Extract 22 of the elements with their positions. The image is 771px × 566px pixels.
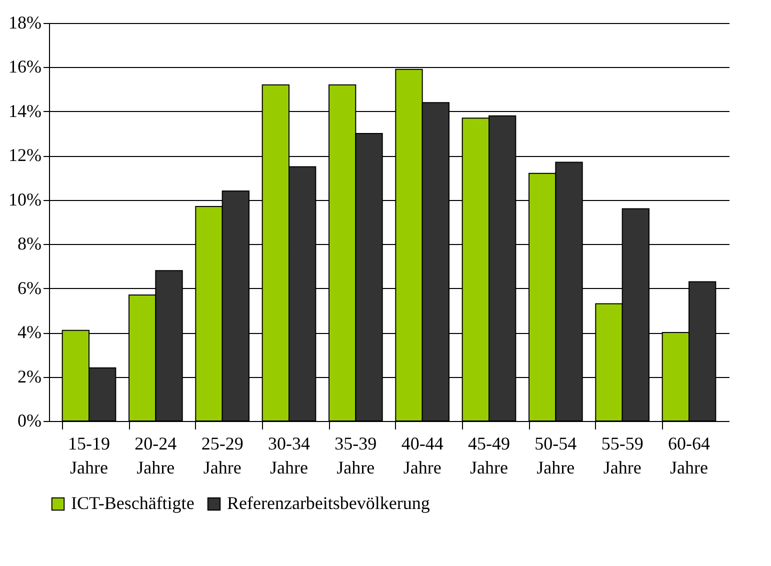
y-tick-label: 18% [8, 12, 42, 32]
y-tick-label: 6% [18, 278, 42, 298]
legend-label: ICT-Beschäftigte [71, 493, 194, 513]
y-tick-label: 16% [8, 56, 42, 77]
y-tick-label: 2% [18, 366, 42, 386]
x-tick-label: 15-19 Jahre [68, 434, 110, 478]
x-tick-label: 25-29 Jahre [201, 434, 244, 478]
x-tick-label: 35-39 Jahre [334, 434, 377, 478]
x-tick-label: 60-64 Jahre [668, 434, 710, 478]
y-tick-label: 8% [18, 234, 42, 254]
x-tick-label: 45-49 Jahre [468, 434, 510, 478]
x-tick-label: 50-54 Jahre [534, 434, 577, 478]
y-tick-label: 4% [18, 322, 42, 342]
x-tick-label: 20-24 Jahre [134, 434, 177, 478]
x-tick-label: 55-59 Jahre [601, 434, 644, 478]
y-tick-label: 10% [8, 189, 42, 210]
y-tick-label: 0% [18, 410, 42, 430]
y-tick-label: 12% [8, 145, 42, 166]
legend-label: Referenzarbeitsbevölkerung [227, 493, 430, 513]
x-tick-label: 40-44 Jahre [401, 434, 444, 478]
x-tick-label: 30-34 Jahre [268, 434, 310, 478]
y-tick-label: 14% [8, 100, 42, 121]
